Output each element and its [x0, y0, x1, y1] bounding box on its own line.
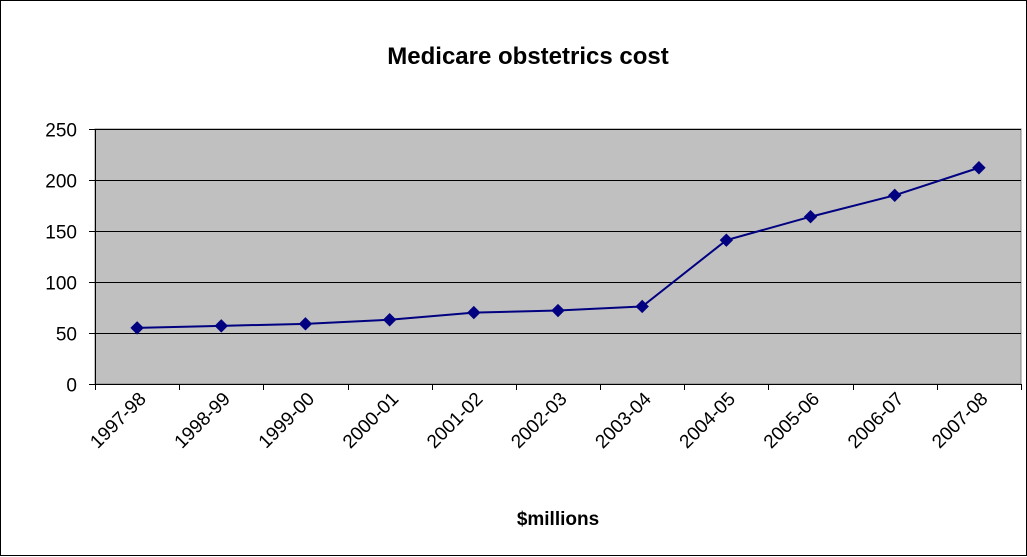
data-point-marker — [888, 188, 902, 203]
x-tick-label: 1999-00 — [255, 389, 319, 453]
gridlines — [95, 129, 1021, 334]
x-axis-title: $millions — [517, 509, 599, 530]
data-point-marker — [803, 210, 818, 224]
y-tick-label: 0 — [66, 376, 77, 397]
y-tick-label: 150 — [45, 223, 77, 244]
data-point-marker — [298, 317, 313, 331]
x-tick-label: 2002-03 — [507, 389, 571, 453]
y-tick-label: 200 — [45, 172, 77, 193]
y-tick-label: 100 — [45, 274, 77, 295]
x-tick-label: 2004-05 — [676, 389, 740, 453]
data-point-marker — [719, 233, 734, 247]
axes — [89, 129, 1022, 390]
y-tick-labels: 0 50 100 150 200 250 — [45, 121, 77, 397]
data-point-marker — [972, 161, 986, 175]
chart-title: Medicare obstetrics cost — [387, 43, 668, 70]
data-point-marker — [467, 305, 481, 320]
x-tick-label: 2003-04 — [592, 388, 656, 452]
x-tick-label: 1998-99 — [171, 389, 235, 453]
data-point-marker — [382, 313, 397, 327]
x-tick-labels: 1997-98 1998-99 1999-00 2000-01 2001-02 2002-… — [86, 388, 992, 452]
x-tick-label: 2005-06 — [760, 389, 824, 453]
x-tick-label: 2006-07 — [844, 389, 908, 453]
x-tick-label: 2007-08 — [928, 389, 992, 453]
data-point-marker — [635, 299, 649, 314]
data-point-marker — [214, 319, 228, 333]
x-tick-label: 1997-98 — [86, 389, 150, 453]
data-point-marker — [130, 321, 144, 335]
x-tick-label: 2000-01 — [339, 389, 403, 453]
x-tick-label: 2001-02 — [423, 389, 487, 453]
data-point-marker — [551, 303, 565, 318]
series — [130, 161, 986, 335]
y-tick-label: 250 — [45, 121, 77, 142]
y-tick-label: 50 — [56, 325, 77, 346]
plot-area — [94, 128, 1022, 385]
